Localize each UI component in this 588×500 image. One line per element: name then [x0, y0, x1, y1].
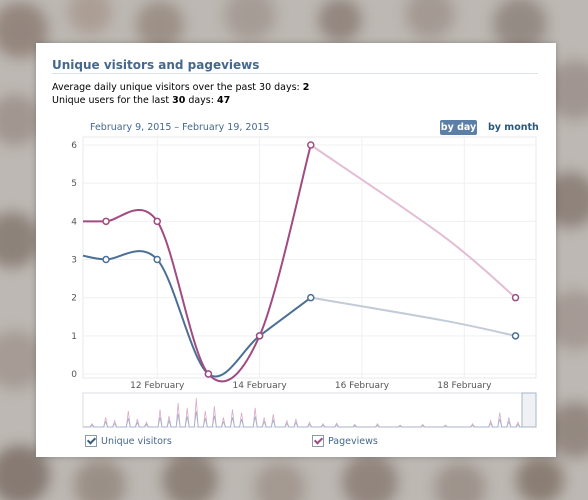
overview-handle: [521, 392, 537, 428]
avg-visitors-stat: Average daily unique visitors over the p…: [52, 82, 309, 93]
pageviews-data-point: [511, 293, 520, 302]
y-tick-label: 2: [71, 294, 77, 304]
unique-users-value: 47: [216, 95, 231, 106]
y-tick-label: 1: [71, 332, 77, 342]
y-tick-label: 6: [71, 141, 77, 151]
x-tick-label: 12 February: [130, 381, 185, 391]
pageviews-data-point: [255, 332, 264, 340]
unique-users-label-mid: days:: [185, 95, 217, 106]
line-chart: 0 1 2 3 4 5 6 12 February 14 February 16 February…: [71, 136, 537, 428]
legend-unique-visitors-label: Unique visitors: [101, 435, 172, 447]
y-tick-label: 4: [71, 217, 77, 227]
x-tick-label: 14 February: [232, 381, 287, 391]
pageviews-data-point: [204, 370, 213, 378]
panel-title: Unique visitors and pageviews: [52, 58, 260, 72]
legend-pageviews[interactable]: Pageviews: [312, 434, 378, 448]
title-divider: [52, 73, 538, 74]
y-tick-label: 5: [71, 179, 77, 189]
by-month-button[interactable]: by month: [488, 122, 539, 133]
legend-unique-visitors[interactable]: Unique visitors: [85, 434, 172, 448]
visitors-series-projection: [310, 296, 516, 337]
by-day-button[interactable]: by day: [440, 120, 477, 135]
visitors-data-point: [102, 255, 110, 264]
stats-panel: Unique visitors and pageviews Average da…: [36, 43, 556, 457]
unique-users-days: 30: [172, 95, 186, 106]
plot-area: [82, 136, 537, 379]
legend-pageviews-label: Pageviews: [328, 435, 378, 447]
overview-visitors-line: [83, 411, 536, 428]
avg-visitors-label: Average daily unique visitors over the p…: [52, 82, 303, 93]
date-range: February 9, 2015 – February 19, 2015: [90, 122, 270, 133]
x-tick-label: 16 February: [335, 381, 390, 391]
watermark-logo: jetScreenshot: [460, 440, 543, 451]
visitors-data-point: [153, 255, 161, 264]
unique-users-label-pre: Unique users for the last: [52, 95, 173, 106]
unique-users-stat: Unique users for the last 30 days: 47: [52, 95, 230, 106]
avg-visitors-value: 2: [302, 82, 310, 93]
pageviews-data-point: [307, 141, 315, 149]
visitors-data-point: [307, 293, 315, 302]
pageviews-series-projection: [310, 144, 517, 299]
y-tick-label: 0: [71, 370, 77, 380]
pageviews-data-point: [153, 217, 161, 226]
unique-visitors-checkbox[interactable]: [85, 435, 97, 447]
y-tick-label: 3: [71, 256, 77, 266]
visitors-data-point: [511, 332, 520, 340]
pageviews-checkbox[interactable]: [312, 435, 324, 447]
pageviews-data-point: [102, 217, 110, 226]
x-tick-label: 18 February: [437, 381, 492, 391]
